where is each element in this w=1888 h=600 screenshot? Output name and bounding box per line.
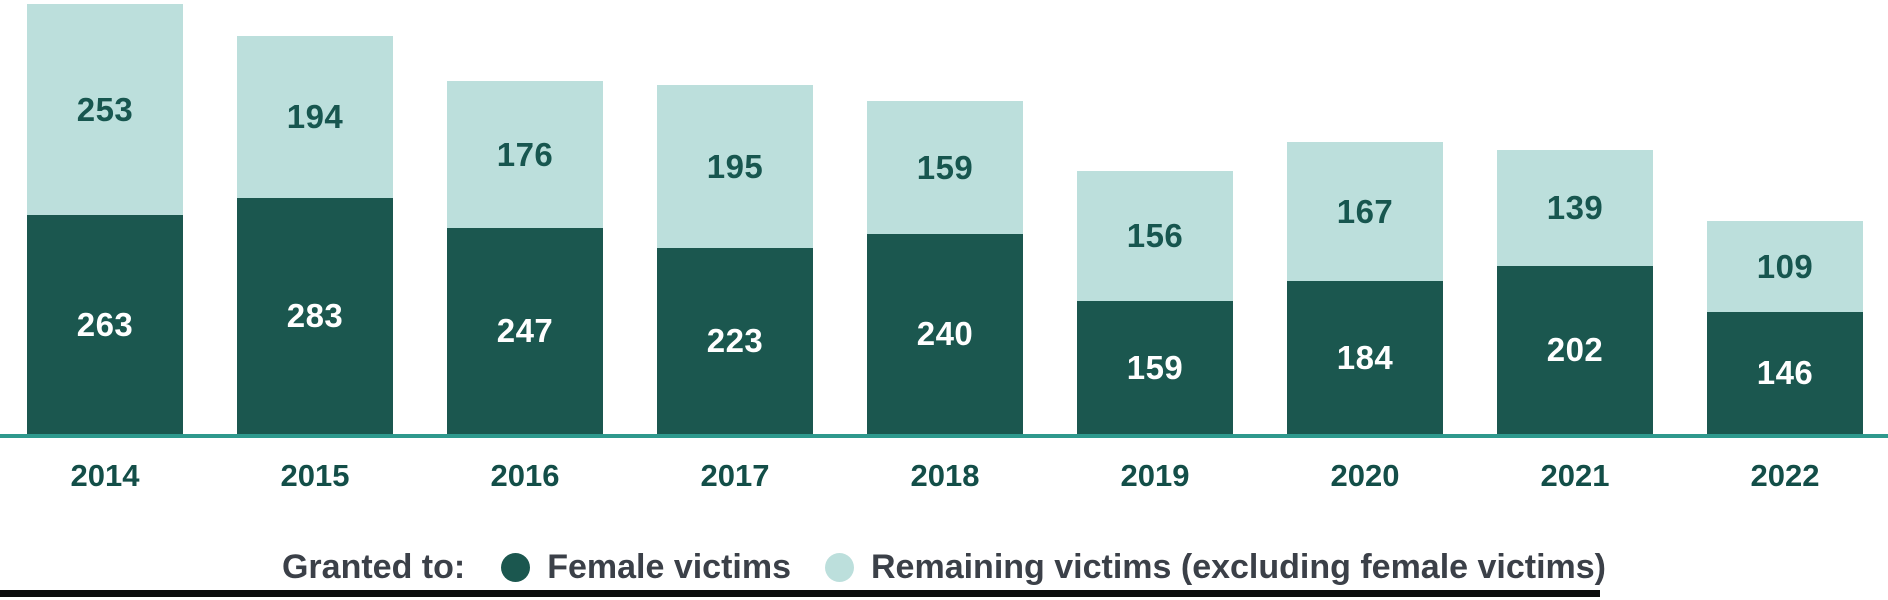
legend-item-label: Female victims — [547, 547, 791, 586]
legend-item-label: Remaining victims (excluding female vict… — [871, 547, 1607, 586]
female-victims-value-label: 184 — [1336, 338, 1394, 376]
stacked-bar-2017: 195 223 — [657, 85, 813, 434]
legend: Granted to: Female victims Remaining vict… — [0, 544, 1888, 590]
x-axis-tick-label-2017: 2017 — [700, 458, 770, 493]
stacked-bar-2015: 194 283 — [237, 36, 393, 434]
x-axis-tick-label-2016: 2016 — [490, 458, 560, 493]
female-victims-segment-2014: 263 — [27, 215, 183, 434]
female-victims-segment-2019: 159 — [1077, 301, 1233, 434]
stacked-bar-2020: 167 184 — [1287, 142, 1443, 434]
female-victims-segment-2022: 146 — [1707, 312, 1863, 434]
x-axis-line — [0, 434, 1888, 438]
female-victims-value-label: 240 — [916, 315, 974, 352]
remaining-victims-segment-2016: 176 — [447, 81, 603, 228]
bottom-divider-line — [0, 590, 1600, 597]
female-victims-value-label: 263 — [76, 305, 134, 343]
remaining-victims-value-label: 109 — [1756, 247, 1814, 285]
female-victims-value-label: 146 — [1756, 354, 1814, 391]
stacked-bar-2016: 176 247 — [447, 81, 603, 434]
stacked-bar-2021: 139 202 — [1497, 150, 1653, 434]
remaining-victims-value-label: 156 — [1126, 217, 1184, 254]
female-victims-segment-2018: 240 — [867, 234, 1023, 434]
remaining-victims-value-label: 195 — [706, 147, 764, 185]
legend-title: Granted to: — [281, 547, 466, 586]
remaining-victims-segment-2018: 159 — [867, 101, 1023, 234]
legend-dot-icon — [825, 552, 854, 582]
remaining-victims-segment-2020: 167 — [1287, 142, 1443, 281]
remaining-victims-value-label: 139 — [1546, 189, 1604, 226]
x-axis-tick-label-2022: 2022 — [1750, 458, 1820, 493]
remaining-victims-segment-2014: 253 — [27, 4, 183, 215]
female-victims-segment-2021: 202 — [1497, 266, 1653, 434]
stacked-bar-2022: 109 146 — [1707, 221, 1863, 434]
female-victims-value-label: 159 — [1126, 348, 1184, 386]
x-axis-tick-label-2021: 2021 — [1540, 458, 1610, 493]
remaining-victims-segment-2019: 156 — [1077, 171, 1233, 301]
female-victims-value-label: 202 — [1546, 331, 1604, 368]
remaining-victims-value-label: 159 — [916, 148, 974, 186]
plot-area: 253 263 194 283 176 247 195 223 159 240 156 159 167 1… — [27, 4, 1863, 434]
female-victims-value-label: 283 — [286, 297, 344, 334]
female-victims-segment-2016: 247 — [447, 228, 603, 434]
remaining-victims-segment-2022: 109 — [1707, 221, 1863, 312]
x-axis-tick-label-2014: 2014 — [70, 458, 140, 493]
female-victims-value-label: 223 — [706, 322, 764, 359]
legend-item-female-victims: Female victims — [501, 548, 791, 587]
female-victims-value-label: 247 — [496, 312, 554, 349]
stacked-bar-2019: 156 159 — [1077, 171, 1233, 434]
legend-dot-icon — [501, 552, 531, 582]
female-victims-segment-2017: 223 — [657, 248, 813, 434]
x-axis-tick-label-2019: 2019 — [1120, 458, 1190, 493]
stacked-bar-2018: 159 240 — [867, 101, 1023, 434]
legend-item-remaining-victims: Remaining victims (excluding female vict… — [825, 548, 1606, 587]
remaining-victims-value-label: 167 — [1336, 192, 1394, 230]
remaining-victims-value-label: 194 — [286, 98, 344, 135]
female-victims-segment-2020: 184 — [1287, 281, 1443, 434]
x-axis-tick-label-2020: 2020 — [1330, 458, 1400, 493]
remaining-victims-segment-2021: 139 — [1497, 150, 1653, 266]
x-axis-tick-label-2015: 2015 — [280, 458, 350, 493]
x-axis-tick-label-2018: 2018 — [910, 458, 980, 493]
stacked-bar-2014: 253 263 — [27, 4, 183, 434]
remaining-victims-value-label: 176 — [496, 135, 554, 173]
remaining-victims-segment-2017: 195 — [657, 85, 813, 248]
remaining-victims-segment-2015: 194 — [237, 36, 393, 198]
remaining-victims-value-label: 253 — [76, 90, 134, 128]
female-victims-segment-2015: 283 — [237, 198, 393, 434]
